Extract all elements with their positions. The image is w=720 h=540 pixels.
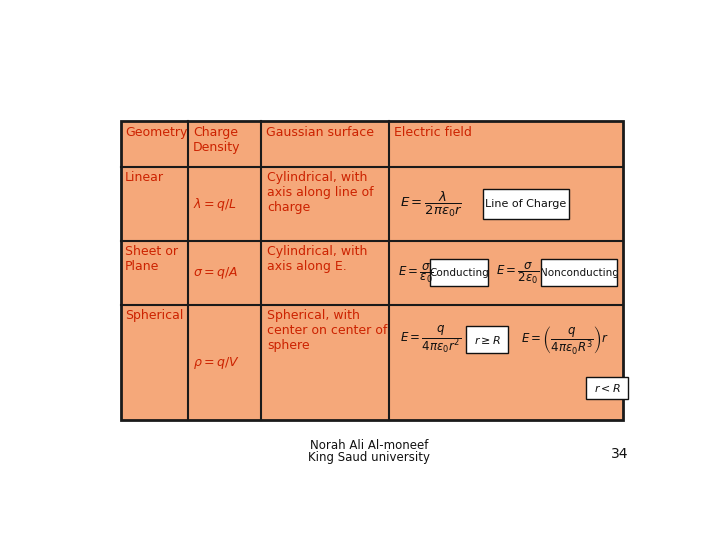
Text: $r < R$: $r < R$ bbox=[593, 382, 621, 394]
Text: $E = \dfrac{\sigma}{\varepsilon_0}$: $E = \dfrac{\sigma}{\varepsilon_0}$ bbox=[398, 261, 434, 285]
Bar bbox=[121, 121, 623, 420]
Text: Nonconducting: Nonconducting bbox=[540, 268, 618, 278]
Text: Charge
Density: Charge Density bbox=[193, 126, 240, 154]
Text: $E = \dfrac{\lambda}{2\pi\varepsilon_0 r}$: $E = \dfrac{\lambda}{2\pi\varepsilon_0 r… bbox=[400, 190, 462, 219]
Text: Sheet or
Plane: Sheet or Plane bbox=[125, 245, 178, 273]
Text: Line of Charge: Line of Charge bbox=[485, 199, 567, 209]
Text: Conducting: Conducting bbox=[429, 268, 489, 278]
Text: $E = \dfrac{\sigma}{2\varepsilon_0}$: $E = \dfrac{\sigma}{2\varepsilon_0}$ bbox=[496, 260, 539, 286]
Bar bbox=[430, 259, 488, 286]
Text: Linear: Linear bbox=[125, 172, 164, 185]
Text: $E = \left(\dfrac{q}{4\pi\varepsilon_0 R^3}\right)r$: $E = \left(\dfrac{q}{4\pi\varepsilon_0 R… bbox=[521, 323, 609, 356]
Text: Spherical: Spherical bbox=[125, 309, 184, 322]
Text: $E = \dfrac{q}{4\pi\varepsilon_0 r^2}$: $E = \dfrac{q}{4\pi\varepsilon_0 r^2}$ bbox=[400, 324, 462, 355]
Text: $\mathit{\lambda} = q/L$: $\mathit{\lambda} = q/L$ bbox=[193, 195, 237, 213]
Text: $r \geq R$: $r \geq R$ bbox=[474, 334, 500, 346]
Text: 34: 34 bbox=[611, 447, 629, 461]
Text: $\mathit{\sigma} = q/A$: $\mathit{\sigma} = q/A$ bbox=[193, 265, 238, 281]
Text: Spherical, with
center on center of
sphere: Spherical, with center on center of sphe… bbox=[267, 309, 387, 352]
Text: Cylindrical, with
axis along E.: Cylindrical, with axis along E. bbox=[267, 245, 367, 273]
Text: Cylindrical, with
axis along line of
charge: Cylindrical, with axis along line of cha… bbox=[267, 172, 374, 214]
Bar bbox=[541, 259, 617, 286]
Text: King Saud university: King Saud university bbox=[308, 451, 430, 464]
Text: Gaussian surface: Gaussian surface bbox=[266, 126, 374, 139]
Text: Geometry: Geometry bbox=[125, 126, 187, 139]
Bar bbox=[483, 190, 570, 219]
Text: $\mathit{\rho} = q/V$: $\mathit{\rho} = q/V$ bbox=[193, 355, 240, 370]
Text: Electric field: Electric field bbox=[394, 126, 472, 139]
Bar bbox=[586, 376, 628, 400]
Bar bbox=[466, 326, 508, 353]
Text: Norah Ali Al-moneef: Norah Ali Al-moneef bbox=[310, 439, 428, 452]
